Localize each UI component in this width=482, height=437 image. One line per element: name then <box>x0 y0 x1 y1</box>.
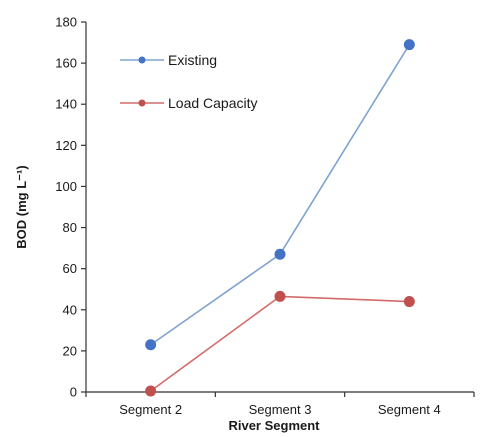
series-layer <box>145 39 415 397</box>
legend-label: Load Capacity <box>168 95 258 111</box>
data-point <box>403 296 415 308</box>
y-tick-label: 40 <box>63 302 77 317</box>
y-tick-label: 80 <box>63 220 77 235</box>
data-point <box>145 385 157 397</box>
legend: Existing Load Capacity <box>120 52 258 111</box>
legend-label: Existing <box>168 52 217 68</box>
data-point <box>403 39 415 51</box>
data-point <box>145 339 157 351</box>
y-tick-label: 100 <box>55 179 77 194</box>
y-tick-label: 60 <box>63 261 77 276</box>
data-point <box>274 290 286 302</box>
data-point <box>274 248 286 260</box>
legend-swatch-marker <box>138 56 146 64</box>
y-tick-label: 0 <box>70 385 77 400</box>
x-tick-label: Segment 4 <box>378 402 441 417</box>
y-tick-label: 160 <box>55 56 77 71</box>
y-axis: 0 20 40 60 80 100 120 140 160 180 <box>55 15 87 400</box>
y-tick-label: 180 <box>55 15 77 30</box>
series-line-1 <box>150 295 410 392</box>
x-tick-label: Segment 3 <box>249 402 312 417</box>
y-tick-label: 120 <box>55 138 77 153</box>
y-tick-label: 140 <box>55 97 77 112</box>
x-axis-title: River Segment <box>228 418 320 433</box>
x-axis: Segment 2 Segment 3 Segment 4 <box>85 391 475 417</box>
y-axis-title: BOD (mg L⁻¹) <box>14 165 29 248</box>
x-tick-label: Segment 2 <box>119 402 182 417</box>
legend-swatch-marker <box>138 99 146 107</box>
y-tick-label: 20 <box>63 343 77 358</box>
